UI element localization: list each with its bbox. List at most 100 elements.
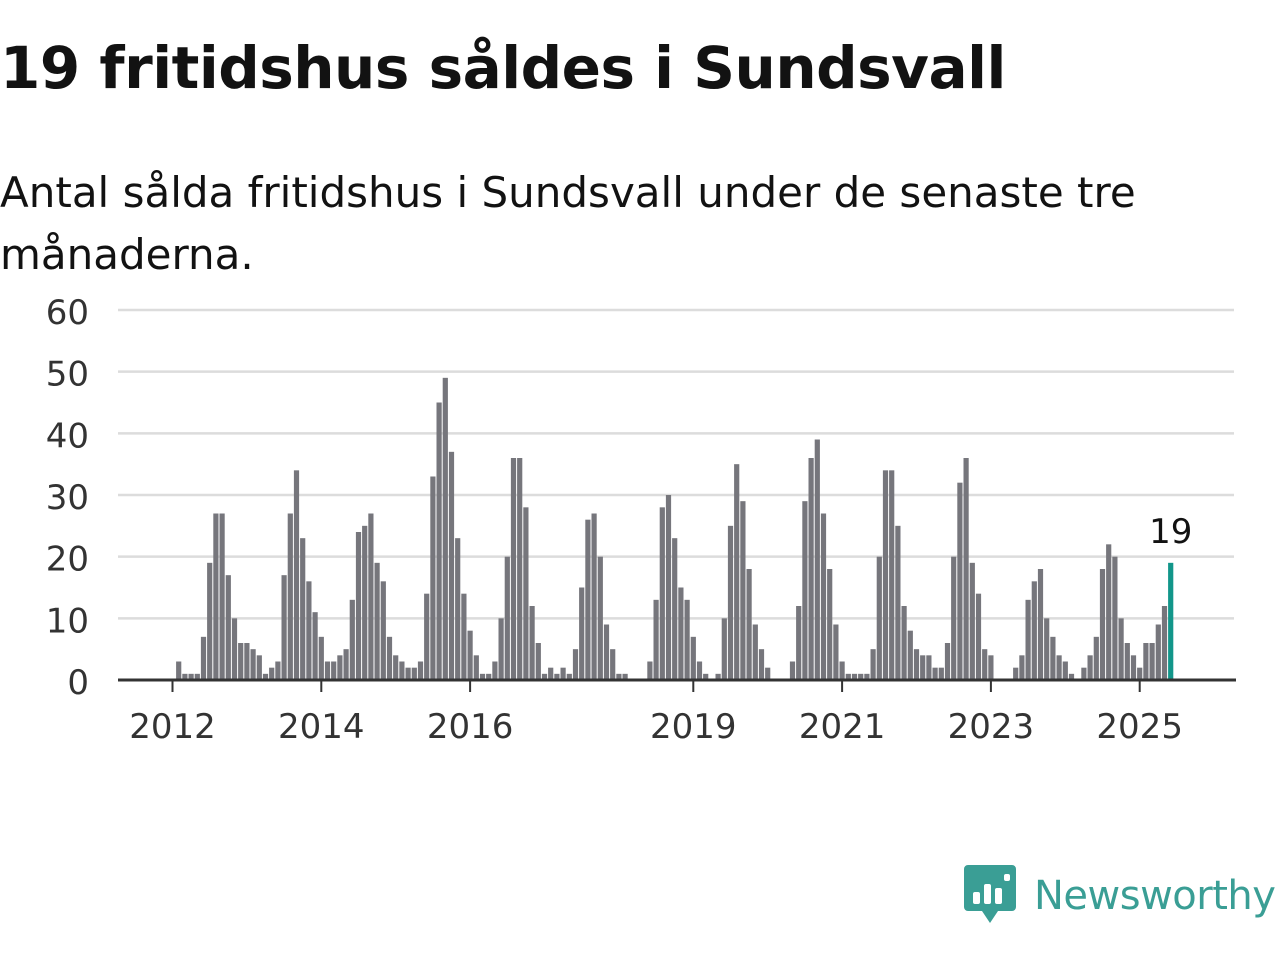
bar: [318, 636, 324, 680]
y-tick-label: 50: [46, 355, 89, 395]
bar: [194, 673, 200, 680]
bar: [306, 581, 312, 680]
bar: [411, 667, 417, 680]
y-tick-label: 40: [46, 416, 89, 456]
bar: [461, 593, 467, 680]
bar: [653, 599, 659, 680]
bar: [1068, 673, 1075, 680]
bar: [1149, 643, 1155, 680]
y-tick-label: 0: [67, 663, 89, 703]
y-tick-label: 20: [46, 540, 89, 580]
y-axis-ticks: 0 10 20 30 40 50 60: [46, 293, 89, 703]
highlight-bar: [1168, 562, 1174, 680]
bar: [913, 649, 920, 680]
bar: [734, 464, 740, 680]
bar: [895, 525, 901, 680]
bar: [182, 673, 188, 680]
x-axis-ticks: 2012 2014 2016 2019 2021 2023 2025: [129, 680, 1183, 747]
bar: [938, 667, 944, 680]
bar: [225, 575, 231, 680]
bar: [944, 643, 951, 680]
bar: [238, 643, 244, 680]
bar: [1106, 544, 1112, 680]
bar: [1143, 643, 1149, 680]
x-tick-label: 2016: [427, 707, 514, 747]
bar: [907, 630, 913, 680]
bar: [572, 649, 579, 680]
bar: [1044, 618, 1050, 680]
bar: [448, 451, 455, 680]
bar: [331, 661, 337, 680]
bar: [870, 649, 876, 680]
bar: [814, 439, 820, 680]
bar: [492, 661, 498, 680]
bar: [820, 513, 827, 680]
bar: [399, 661, 405, 680]
bar: [932, 667, 938, 680]
bar: [455, 538, 461, 680]
bar: [517, 458, 523, 680]
x-tick-label: 2021: [799, 707, 886, 747]
bar: [610, 649, 616, 680]
bar: [343, 649, 349, 680]
chart-title: 19 fritidshus såldes i Sundsvall: [0, 34, 1006, 102]
bar: [504, 556, 510, 680]
bar: [603, 624, 610, 680]
bar: [579, 587, 585, 680]
x-tick-label: 2012: [129, 707, 216, 747]
x-tick-label: 2019: [650, 707, 737, 747]
bar: [368, 513, 374, 680]
bar: [969, 562, 975, 680]
bar: [1137, 667, 1143, 680]
bar: [1155, 624, 1161, 680]
bar: [975, 593, 982, 680]
bar: [1037, 569, 1044, 680]
bar: [591, 513, 597, 680]
bar: [498, 618, 504, 680]
bar: [566, 673, 572, 680]
bar: [1062, 661, 1068, 680]
bar: [665, 495, 672, 680]
bar: [597, 556, 603, 680]
bar: [1013, 667, 1019, 680]
bar: [1093, 636, 1099, 680]
bar: [256, 655, 262, 680]
x-tick-label: 2023: [948, 707, 1035, 747]
bar: [417, 661, 424, 680]
bar: [839, 661, 845, 680]
bar: [727, 525, 734, 680]
bar: [678, 587, 684, 680]
bar: [690, 636, 696, 680]
y-tick-label: 60: [46, 293, 89, 333]
bar: [535, 643, 541, 680]
bar: [374, 562, 380, 680]
newsworthy-logo-icon: [964, 865, 1016, 923]
data-labels: 19: [1149, 512, 1192, 552]
bar: [1112, 556, 1118, 680]
bar: [808, 458, 814, 680]
bar: [380, 581, 386, 680]
bar: [858, 673, 864, 680]
newsworthy-brand: Newsworthy: [964, 864, 1276, 928]
bar: [1161, 606, 1168, 680]
bar: [876, 556, 882, 680]
bar: [349, 599, 355, 680]
bar: [696, 661, 703, 680]
bar: [1087, 655, 1093, 680]
bar: [269, 667, 275, 680]
bar: [827, 569, 833, 680]
bar: [262, 673, 269, 680]
bar: [789, 661, 796, 680]
bar: [672, 538, 678, 680]
bar: [833, 624, 839, 680]
bar: [1025, 599, 1031, 680]
bar: [1124, 643, 1130, 680]
bar: [312, 612, 318, 680]
bar: [430, 476, 436, 680]
bar: [765, 667, 771, 680]
bar: [529, 606, 535, 680]
bar: [752, 624, 758, 680]
bar: [659, 507, 665, 680]
bar: [479, 673, 486, 680]
bar: [523, 507, 529, 680]
